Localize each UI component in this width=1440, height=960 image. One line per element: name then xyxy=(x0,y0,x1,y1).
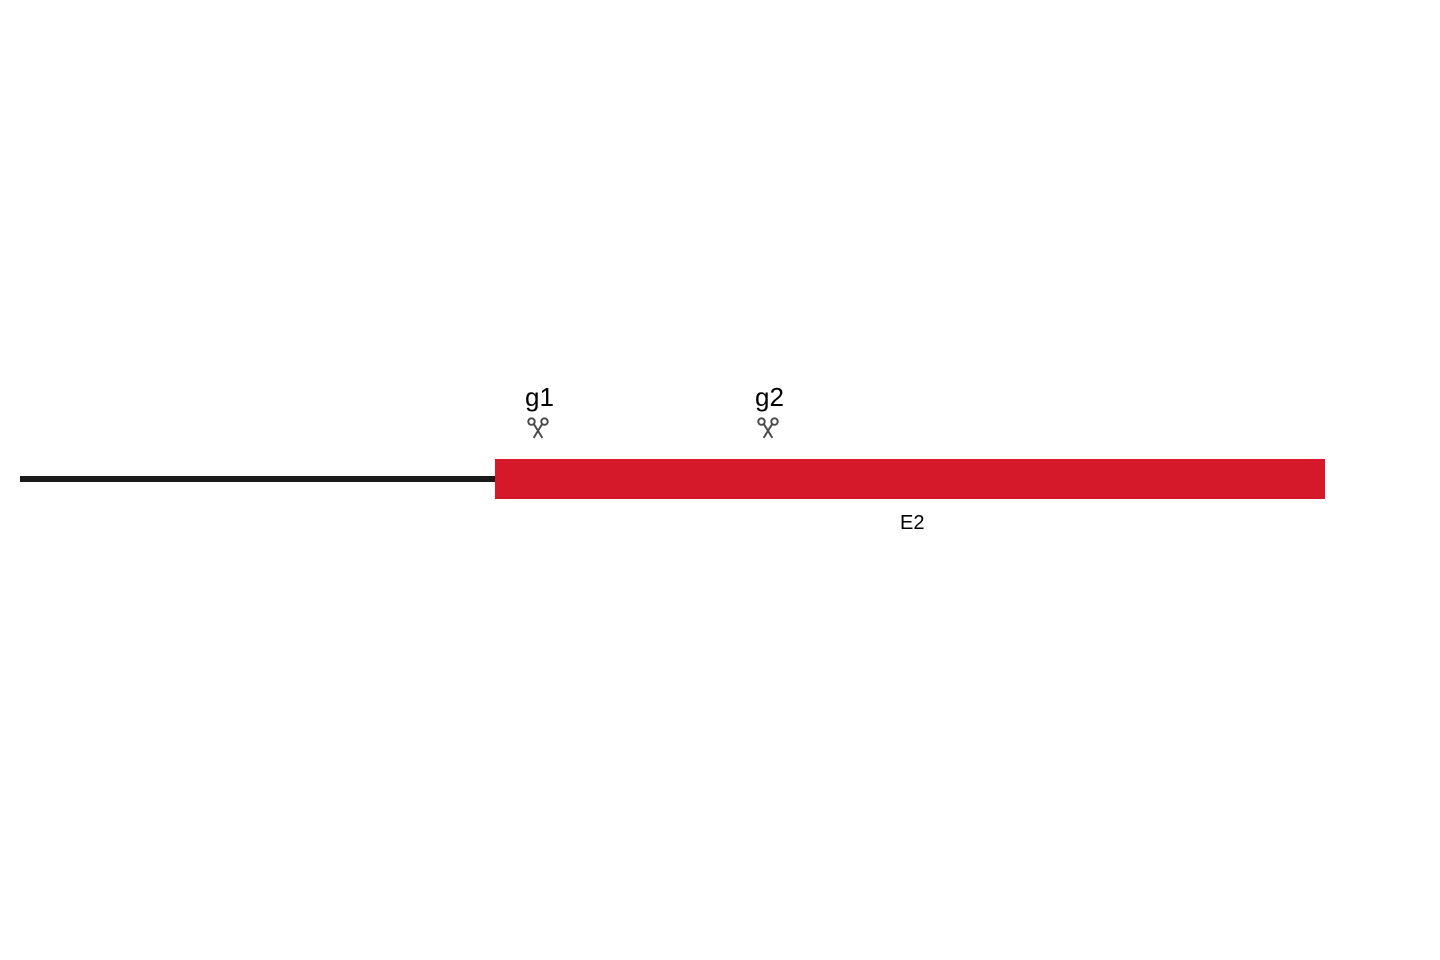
cut-site-label-g1: g1 xyxy=(525,382,554,413)
cut-site-label-g2: g2 xyxy=(755,382,784,413)
gene-diagram: E2 g1 g2 xyxy=(0,0,1440,960)
intron-line xyxy=(20,476,495,482)
exon-box-e2 xyxy=(495,459,1325,499)
exon-label-e2: E2 xyxy=(900,512,924,535)
scissors-icon xyxy=(525,414,551,447)
scissors-icon xyxy=(755,414,781,447)
